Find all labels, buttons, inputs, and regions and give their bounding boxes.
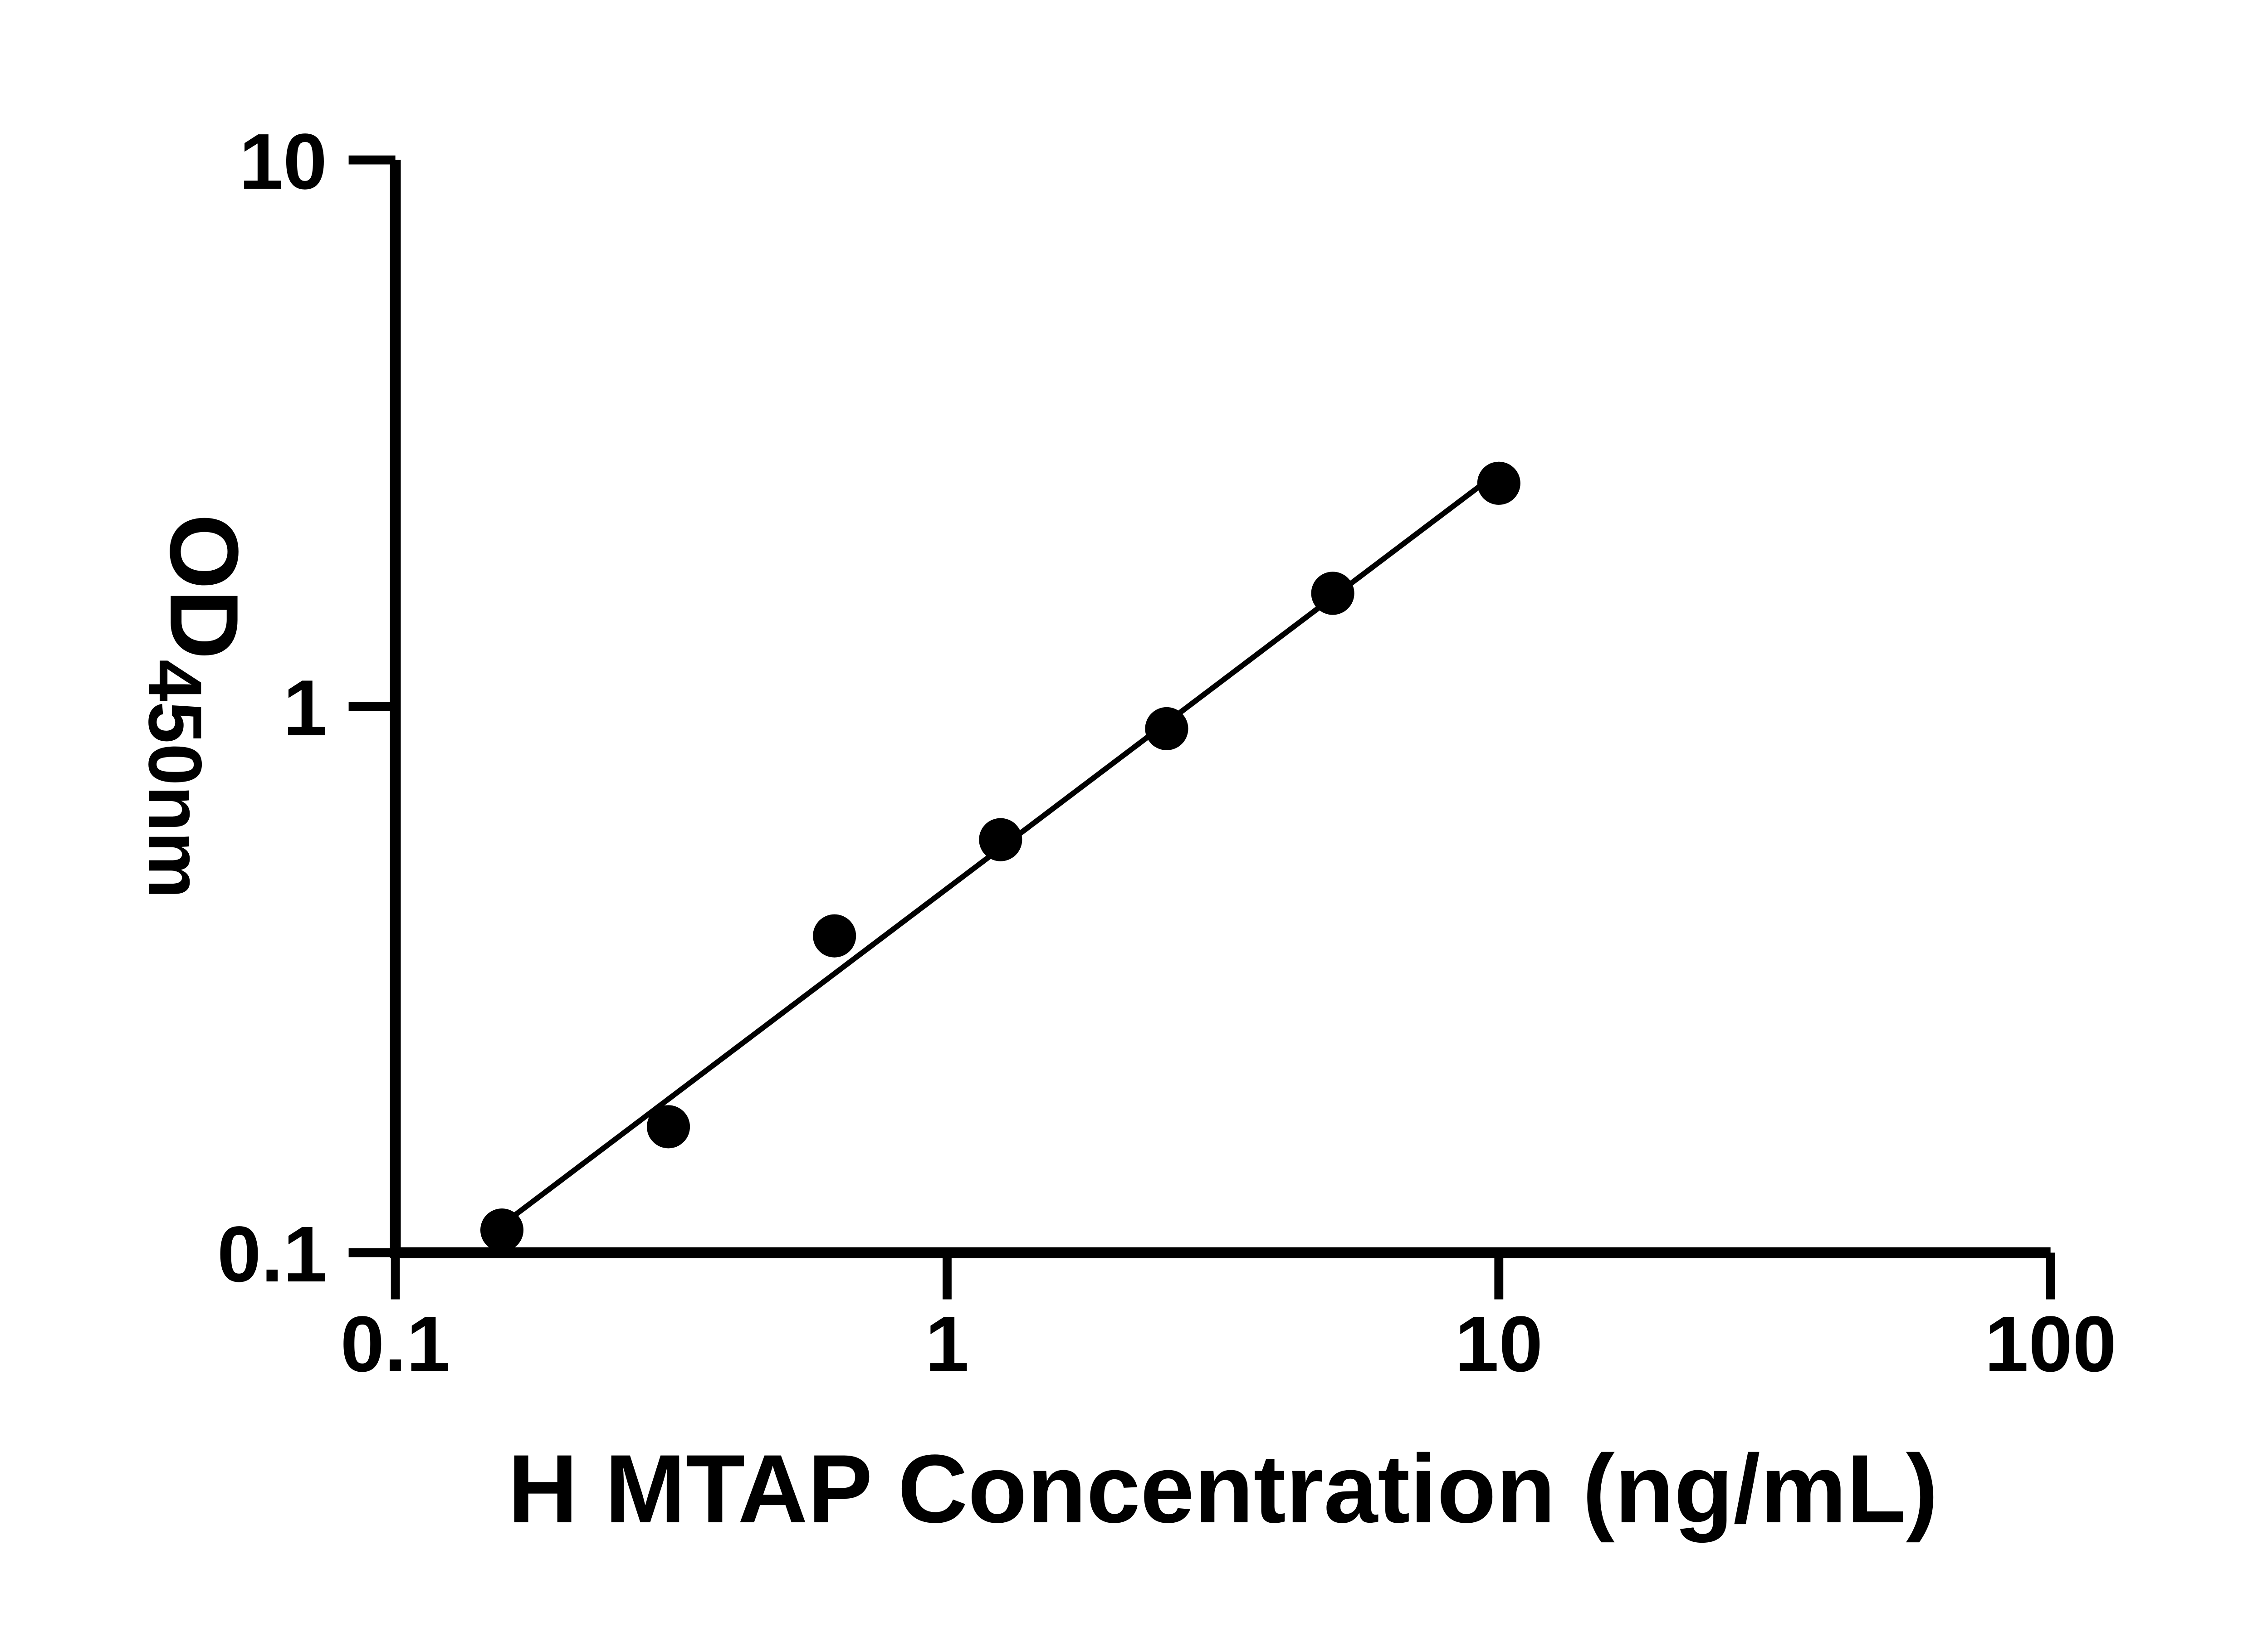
y-axis-title-subscript: 450nm	[133, 660, 217, 899]
data-point	[979, 818, 1022, 861]
data-point	[1477, 461, 1520, 505]
y-axis-title: OD450nm	[133, 514, 259, 899]
y-axis-title-main: OD	[150, 514, 258, 660]
x-tick-label: 10	[1455, 1300, 1543, 1388]
data-point	[480, 1208, 524, 1252]
data-point	[646, 1105, 690, 1149]
y-tick-label: 10	[239, 117, 327, 205]
data-point	[813, 914, 856, 958]
x-tick-label: 0.1	[340, 1300, 450, 1388]
data-point	[1311, 572, 1354, 615]
x-axis-title: H MTAP Concentration (ng/mL)	[508, 1435, 1938, 1543]
data-point	[1145, 707, 1188, 750]
y-tick-label: 1	[283, 663, 327, 752]
x-tick-label: 1	[925, 1300, 969, 1388]
y-tick-label: 0.1	[217, 1210, 327, 1298]
x-tick-label: 100	[1984, 1300, 2116, 1388]
axes-frame	[390, 160, 2051, 1258]
